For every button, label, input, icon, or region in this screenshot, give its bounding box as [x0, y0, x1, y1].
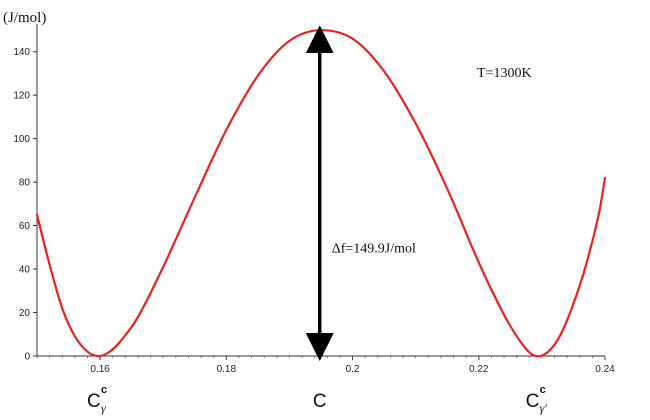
x-tick-label: 0.18 — [217, 364, 237, 375]
x-ticks: 0.16 0.18 0.2 0.22 0.24 — [36, 356, 615, 375]
marker-center-label: C — [313, 391, 327, 412]
delta-label: Δf=149.9J/mol — [332, 241, 416, 256]
marker-left-sup: c — [101, 384, 107, 396]
x-tick-label: 0.24 — [595, 364, 615, 375]
y-ticks: 0 20 40 60 80 100 120 140 — [13, 47, 37, 363]
y-tick-label: 40 — [19, 265, 31, 276]
temperature-label: T=1300K — [477, 66, 532, 81]
y-tick-label: 120 — [13, 91, 30, 102]
y-tick-label: 100 — [13, 134, 30, 145]
marker-right-base: C — [526, 391, 540, 412]
y-tick-label: 0 — [24, 352, 30, 363]
marker-left-label: C c γ — [87, 384, 107, 415]
marker-left-base: C — [87, 391, 101, 412]
y-tick-label: 20 — [19, 308, 31, 319]
x-tick-label: 0.16 — [90, 364, 110, 375]
marker-right-label: C c γ' — [526, 384, 548, 415]
y-tick-label: 60 — [19, 221, 31, 232]
y-tick-label: 80 — [19, 178, 31, 189]
marker-right-sub: γ' — [540, 401, 548, 415]
marker-right-sup: c — [540, 384, 546, 396]
x-tick-label: 0.22 — [469, 364, 489, 375]
y-axis-label: (J/mol) — [3, 10, 46, 26]
y-tick-label: 140 — [13, 47, 30, 58]
x-tick-label: 0.2 — [346, 364, 360, 375]
marker-left-sub: γ — [101, 401, 106, 415]
